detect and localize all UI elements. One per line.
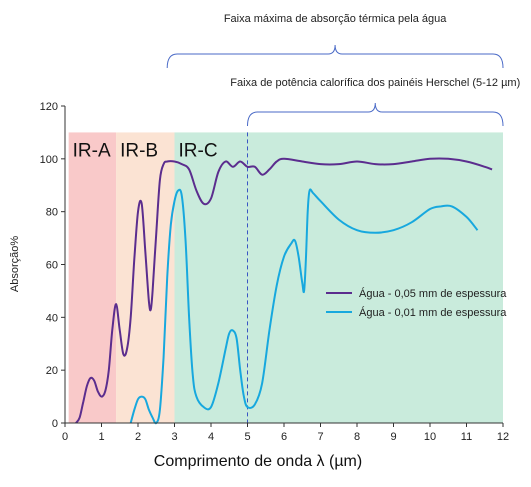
y-tick-label: 20 <box>46 365 58 377</box>
x-tick-label: 2 <box>135 431 141 443</box>
y-axis-title: Absorção% <box>9 236 21 292</box>
x-tick-label: 9 <box>390 431 396 443</box>
legend-label-2: Água - 0,01 mm de espessura <box>359 306 507 319</box>
band-label-ir-c: IR-C <box>179 140 218 161</box>
x-tick-label: 3 <box>171 431 177 443</box>
x-tick-label: 7 <box>317 431 323 443</box>
y-tick-label: 100 <box>40 154 58 166</box>
x-tick-label: 4 <box>208 431 214 443</box>
y-tick-label: 60 <box>46 260 58 272</box>
brackets: Faixa máxima de absorção térmica pela ág… <box>166 13 520 127</box>
bracket-1 <box>166 44 504 69</box>
x-tick-label: 8 <box>354 431 360 443</box>
band-label-ir-b: IR-B <box>120 140 158 161</box>
x-axis-title: Comprimento de onda λ (µm) <box>154 453 362 470</box>
legend-label-1: Água - 0,05 mm de espessura <box>359 287 507 300</box>
x-tick-label: 10 <box>424 431 436 443</box>
band-ir-c <box>174 132 503 423</box>
band-label-ir-a: IR-A <box>73 140 111 161</box>
x-tick-label: 6 <box>281 431 287 443</box>
y-tick-label: 40 <box>46 312 58 324</box>
y-tick-label: 120 <box>40 101 58 113</box>
infrared-bands <box>68 132 503 423</box>
bracket-2 <box>247 102 504 127</box>
infrared-band-labels: IR-A IR-B IR-C <box>73 140 218 161</box>
bracket-label-2: Faixa de potência calorífica dos painéis… <box>230 77 520 89</box>
x-tick-label: 12 <box>497 431 509 443</box>
series-line-1 <box>75 157 493 424</box>
series-line-2 <box>129 188 479 425</box>
band-ir-b <box>116 132 175 423</box>
x-tick-label: 5 <box>244 431 250 443</box>
x-tick-label: 0 <box>62 431 68 443</box>
x-tick-label: 11 <box>461 431 472 443</box>
bracket-label-1: Faixa máxima de absorção térmica pela ág… <box>224 13 447 25</box>
y-tick-label: 0 <box>52 418 58 430</box>
legend: Água - 0,05 mm de espessura Água - 0,01 m… <box>326 287 507 319</box>
y-tick-label: 80 <box>46 207 58 219</box>
series-lines <box>75 157 493 425</box>
x-tick-label: 1 <box>98 431 104 443</box>
